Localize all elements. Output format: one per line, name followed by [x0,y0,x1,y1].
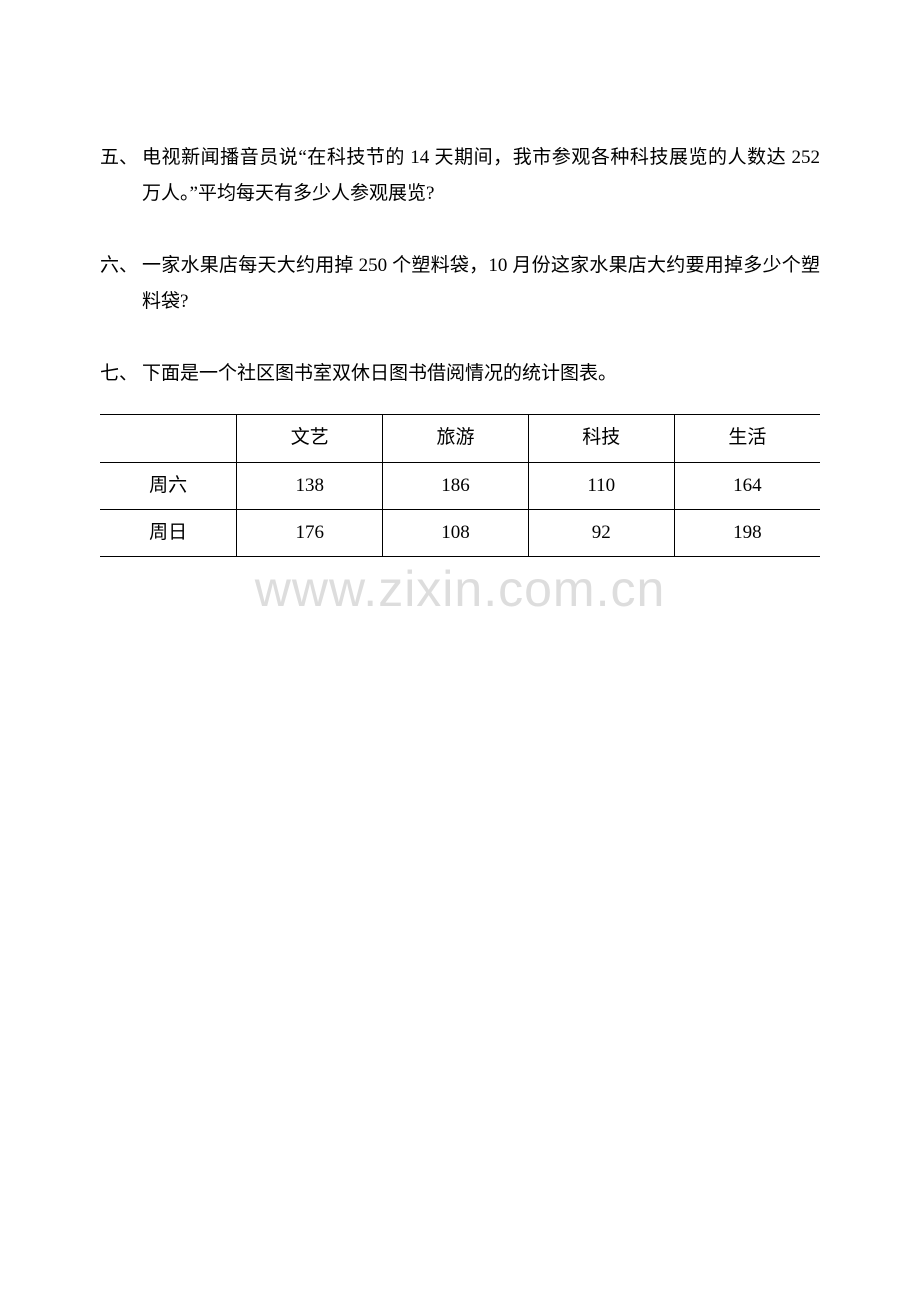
question-7-text: 七、 下面是一个社区图书室双休日图书借阅情况的统计图表。 [100,356,820,392]
table-cell: 164 [674,462,820,509]
table-cell: 周六 [100,462,237,509]
table-header-cell: 生活 [674,415,820,462]
question-7-number: 七、 [100,356,138,392]
table-cell: 110 [528,462,674,509]
table-header-cell: 科技 [528,415,674,462]
watermark-text: www.zixin.com.cn [0,560,920,618]
question-5-number: 五、 [100,140,138,212]
table-cell: 198 [674,509,820,556]
question-5-text: 五、 电视新闻播音员说“在科技节的 14 天期间，我市参观各种科技展览的人数达 … [100,140,820,212]
question-6-number: 六、 [100,248,138,320]
table-header-cell: 文艺 [237,415,383,462]
table-header-cell: 旅游 [383,415,529,462]
library-table: 文艺 旅游 科技 生活 周六 138 186 110 164 周日 176 10… [100,414,820,556]
table-cell: 186 [383,462,529,509]
table-cell: 92 [528,509,674,556]
table-cell: 周日 [100,509,237,556]
table-row: 周六 138 186 110 164 [100,462,820,509]
question-7: 七、 下面是一个社区图书室双休日图书借阅情况的统计图表。 文艺 旅游 科技 生活… [100,356,820,556]
question-5: 五、 电视新闻播音员说“在科技节的 14 天期间，我市参观各种科技展览的人数达 … [100,140,820,212]
question-6-text: 六、 一家水果店每天大约用掉 250 个塑料袋，10 月份这家水果店大约要用掉多… [100,248,820,320]
library-table-wrap: 文艺 旅游 科技 生活 周六 138 186 110 164 周日 176 10… [100,414,820,556]
page-content: 五、 电视新闻播音员说“在科技节的 14 天期间，我市参观各种科技展览的人数达 … [0,0,920,557]
table-header-cell [100,415,237,462]
table-cell: 108 [383,509,529,556]
table-row: 周日 176 108 92 198 [100,509,820,556]
question-6: 六、 一家水果店每天大约用掉 250 个塑料袋，10 月份这家水果店大约要用掉多… [100,248,820,320]
question-6-body: 一家水果店每天大约用掉 250 个塑料袋，10 月份这家水果店大约要用掉多少个塑… [142,248,820,320]
question-5-body: 电视新闻播音员说“在科技节的 14 天期间，我市参观各种科技展览的人数达 252… [142,140,820,212]
table-header-row: 文艺 旅游 科技 生活 [100,415,820,462]
table-cell: 176 [237,509,383,556]
question-7-body: 下面是一个社区图书室双休日图书借阅情况的统计图表。 [142,356,820,392]
table-cell: 138 [237,462,383,509]
